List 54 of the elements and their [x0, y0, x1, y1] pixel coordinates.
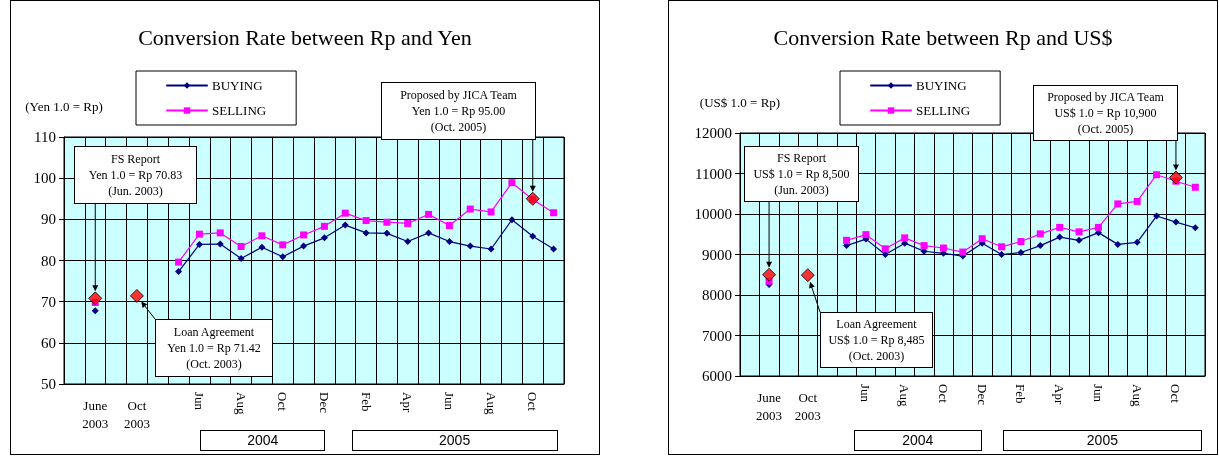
y-axis-title: (Yen 1.0 = Rp): [25, 99, 103, 114]
x-tick-label: Oct: [935, 384, 951, 404]
text: 2004: [200, 430, 326, 451]
x-tick-label: Jun: [441, 392, 457, 411]
x-tick-label: Oct 2003: [794, 389, 821, 423]
y-tick-label: 50: [41, 376, 56, 392]
x-tick-label: Oct: [525, 392, 541, 412]
annotation: Loan Agreement Yen 1.0 = Rp 71.42 (Oct. 2003): [155, 319, 273, 377]
legend-label: BUYING: [212, 78, 263, 93]
legend-label: SELLING: [212, 103, 267, 118]
annotation: Proposed by JICA Team US$ 1.0 = Rp 10,900 (Oct. 2005): [1033, 85, 1178, 141]
text: 2005: [1002, 430, 1202, 451]
y-tick-label: 110: [34, 129, 56, 145]
y-tick-label: 60: [41, 334, 56, 351]
annotation: FS Report Yen 1.0 = Rp 70.83 (Jun. 2003): [74, 146, 197, 204]
x-tick-label: Jun: [858, 384, 874, 403]
x-tick-label: Aug: [483, 392, 499, 415]
x-tick-label: Aug: [1129, 384, 1145, 407]
x-tick-label: Apr: [400, 392, 416, 413]
text: 2005: [351, 430, 558, 451]
text: 2004: [853, 430, 982, 451]
x-tick-label: June 2003: [756, 389, 783, 423]
x-tick-label: Apr: [1052, 384, 1068, 405]
legend-label: SELLING: [916, 103, 971, 118]
x-tick-label: Oct: [1168, 384, 1184, 404]
annotation: FS Report US$ 1.0 = Rp 8,500 (Jun. 2003): [744, 146, 859, 202]
x-tick-label: Aug: [233, 392, 249, 415]
x-tick-label: Oct 2003: [123, 397, 150, 431]
x-tick-label: Feb: [1013, 384, 1029, 404]
y-tick-label: 8000: [702, 287, 732, 303]
annotation: Loan Agreement US$ 1.0 = Rp 8,485 (Oct. 2003): [820, 312, 933, 368]
legend-label: BUYING: [916, 78, 967, 93]
x-tick-label: Jun: [191, 392, 207, 411]
y-tick-label: 80: [41, 252, 56, 269]
x-tick-label: Feb: [358, 392, 374, 412]
y-tick-label: 10000: [694, 206, 732, 222]
y-tick-label: 11000: [695, 165, 732, 182]
x-tick-label: Oct: [275, 392, 291, 412]
x-tick-label: Jun: [1090, 384, 1106, 403]
x-tick-label: Dec: [316, 392, 332, 414]
y-tick-label: 9000: [702, 246, 732, 263]
y-axis-title: (US$ 1.0 = Rp): [699, 95, 781, 110]
x-tick-label: Aug: [897, 384, 913, 407]
text: Proposed by JICA Team Yen 1.0 = Rp 95.00 (Oct. 2005): [381, 82, 536, 140]
y-tick-label: 6000: [702, 368, 732, 384]
x-tick-label: June 2003: [82, 397, 109, 431]
chart-title: Conversion Rate between Rp and US$: [773, 24, 1113, 50]
y-tick-label: 7000: [702, 327, 732, 344]
y-tick-label: 70: [41, 293, 56, 310]
y-tick-label: 100: [33, 170, 56, 187]
y-tick-label: 12000: [694, 125, 732, 141]
x-tick-label: Dec: [974, 384, 990, 406]
y-tick-label: 90: [41, 211, 56, 228]
chart-title: Conversion Rate between Rp and Yen: [138, 24, 472, 50]
